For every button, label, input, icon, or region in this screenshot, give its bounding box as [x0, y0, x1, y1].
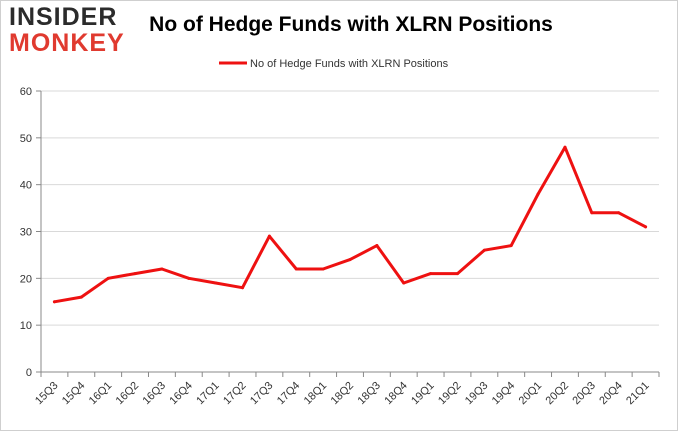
x-tick-label: 19Q4 — [490, 380, 518, 408]
insider-monkey-logo: INSIDER MONKEY — [9, 5, 129, 57]
y-tick-label: 40 — [20, 180, 32, 192]
y-tick-label: 60 — [20, 86, 32, 98]
data-point — [321, 267, 325, 271]
x-tick-label: 20Q2 — [544, 380, 572, 408]
x-tick-label: 19Q2 — [436, 380, 464, 408]
x-tick-label: 18Q1 — [302, 380, 330, 408]
x-tick-label: 16Q3 — [141, 380, 169, 408]
x-tick-label: 19Q3 — [463, 380, 491, 408]
data-point — [644, 225, 648, 229]
legend-label: No of Hedge Funds with XLRN Positions — [250, 58, 449, 70]
data-point — [482, 248, 486, 252]
data-point — [590, 211, 594, 215]
data-point — [617, 211, 621, 215]
data-point — [429, 272, 433, 276]
data-point — [536, 192, 540, 196]
data-point — [294, 267, 298, 271]
logo-line-1: INSIDER — [9, 3, 118, 31]
data-point — [375, 244, 379, 248]
x-tick-label: 16Q2 — [114, 380, 142, 408]
x-tick-label: 18Q4 — [382, 380, 410, 408]
data-point — [106, 276, 110, 280]
data-point — [187, 276, 191, 280]
y-axis-ticks: 0 10 20 30 40 50 60 — [20, 86, 41, 379]
x-tick-label: 20Q1 — [517, 380, 545, 408]
legend: No of Hedge Funds with XLRN Positions — [219, 58, 449, 70]
x-tick-label: 16Q4 — [167, 380, 195, 408]
data-point — [52, 300, 56, 304]
data-point — [455, 272, 459, 276]
x-tick-label: 20Q4 — [597, 380, 625, 408]
data-point — [214, 281, 218, 285]
y-tick-label: 20 — [20, 273, 32, 285]
data-point — [563, 145, 567, 149]
gridlines — [41, 90, 659, 326]
x-tick-label: 18Q3 — [355, 380, 383, 408]
data-point — [348, 258, 352, 262]
y-tick-label: 10 — [20, 320, 32, 332]
x-tick-label: 15Q3 — [33, 380, 61, 408]
data-point — [241, 286, 245, 290]
data-points — [52, 145, 648, 304]
x-tick-label: 17Q3 — [248, 380, 276, 408]
y-tick-label: 50 — [20, 133, 32, 145]
data-point — [402, 281, 406, 285]
x-tick-label: 18Q2 — [329, 380, 357, 408]
y-tick-label: 0 — [26, 367, 32, 379]
data-point — [79, 295, 83, 299]
x-tick-label: 17Q1 — [194, 380, 222, 408]
logo-line-2: MONKEY — [9, 29, 125, 57]
x-axis-ticks: 15Q3 15Q4 16Q1 16Q2 16Q3 16Q4 17Q1 17Q2 17Q3 17Q4… — [33, 372, 660, 408]
x-tick-label: 21Q1 — [624, 380, 652, 408]
x-tick-label: 17Q4 — [275, 380, 303, 408]
x-tick-label: 15Q4 — [60, 380, 88, 408]
data-point — [133, 272, 137, 276]
data-point — [509, 244, 513, 248]
data-point — [267, 234, 271, 238]
x-tick-label: 19Q1 — [409, 380, 437, 408]
data-point — [160, 267, 164, 271]
x-tick-label: 16Q1 — [87, 380, 115, 408]
y-tick-label: 30 — [20, 227, 32, 239]
x-tick-label: 20Q3 — [570, 380, 598, 408]
chart-title: No of Hedge Funds with XLRN Positions — [149, 13, 553, 36]
x-tick-label: 17Q2 — [221, 380, 249, 408]
